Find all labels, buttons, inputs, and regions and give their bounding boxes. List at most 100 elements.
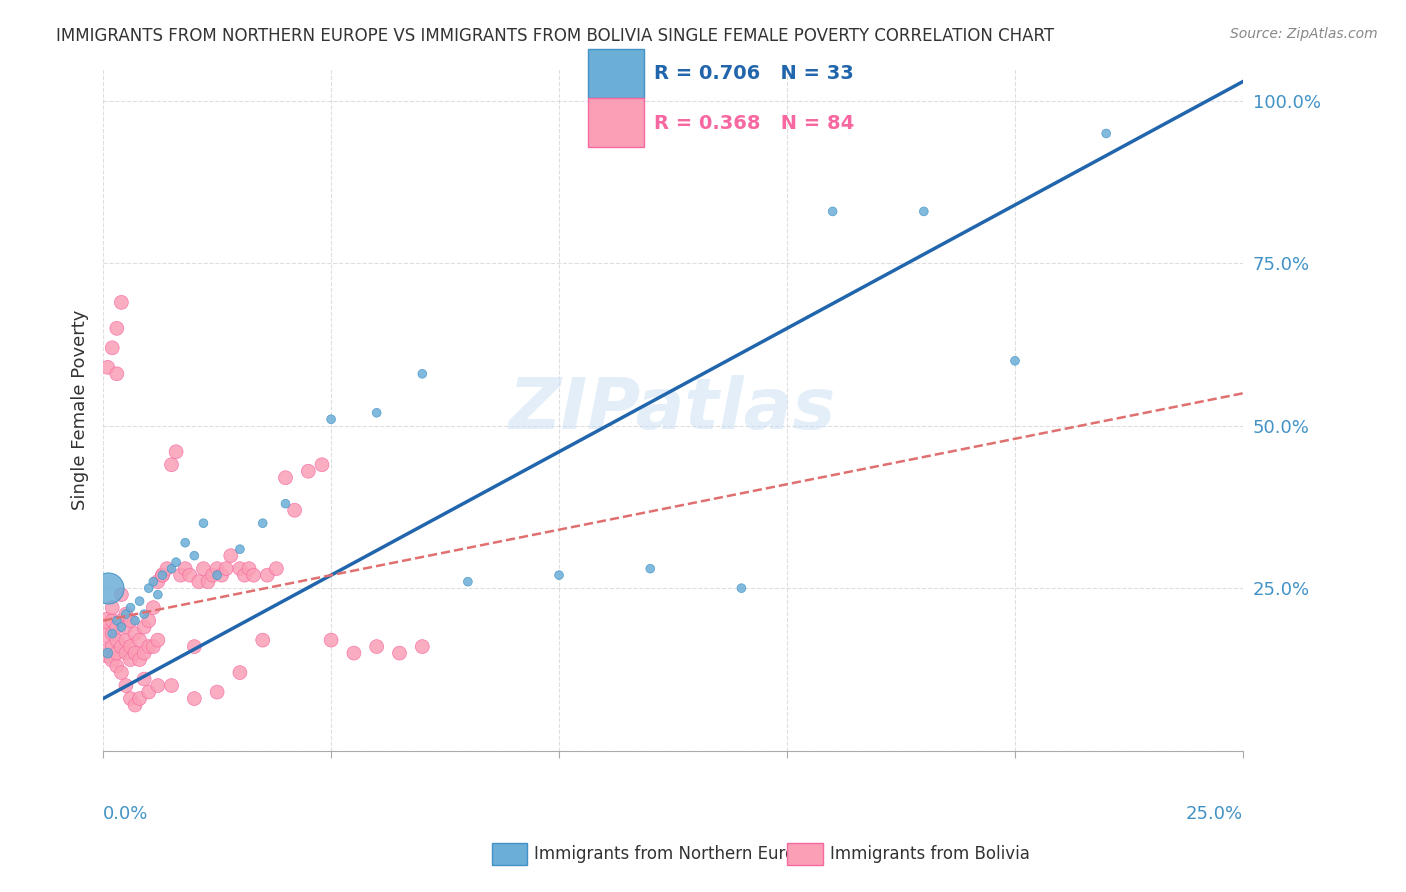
Point xyxy=(120,691,142,706)
Point xyxy=(165,555,187,569)
Point xyxy=(115,646,138,660)
Point xyxy=(730,581,752,595)
Point xyxy=(912,204,935,219)
Point xyxy=(187,574,209,589)
Point xyxy=(115,633,138,648)
Point xyxy=(101,614,124,628)
Point xyxy=(134,646,156,660)
Point xyxy=(266,562,288,576)
Point xyxy=(219,549,242,563)
Point xyxy=(343,646,366,660)
Point xyxy=(110,588,132,602)
Point xyxy=(1004,353,1026,368)
Point xyxy=(105,646,128,660)
Point xyxy=(411,640,433,654)
Point xyxy=(142,640,165,654)
Point xyxy=(120,614,142,628)
Point xyxy=(128,652,150,666)
Point xyxy=(211,568,233,582)
Point xyxy=(193,562,215,576)
Point xyxy=(205,562,228,576)
Point xyxy=(174,562,197,576)
Point xyxy=(124,626,146,640)
Point xyxy=(215,562,238,576)
Point xyxy=(274,471,297,485)
Point xyxy=(366,640,388,654)
Point xyxy=(548,568,571,582)
Text: R = 0.368   N = 84: R = 0.368 N = 84 xyxy=(654,113,853,133)
Point xyxy=(115,620,138,634)
Point xyxy=(105,367,128,381)
Point xyxy=(134,607,156,621)
Point xyxy=(105,633,128,648)
Text: Source: ZipAtlas.com: Source: ZipAtlas.com xyxy=(1230,27,1378,41)
Point xyxy=(233,568,256,582)
Point xyxy=(105,614,128,628)
Point xyxy=(183,549,205,563)
Point xyxy=(242,568,264,582)
Point xyxy=(183,691,205,706)
Point xyxy=(319,633,342,648)
Point xyxy=(160,458,183,472)
Point xyxy=(174,535,197,549)
Point xyxy=(97,626,120,640)
Point xyxy=(169,568,191,582)
Point xyxy=(101,600,124,615)
Point xyxy=(156,562,179,576)
Text: Immigrants from Northern Europe: Immigrants from Northern Europe xyxy=(534,845,815,863)
Point xyxy=(229,562,252,576)
Point xyxy=(138,685,160,699)
Point xyxy=(138,614,160,628)
Point xyxy=(1095,127,1118,141)
Point xyxy=(638,562,661,576)
Point xyxy=(229,665,252,680)
Text: ZIPatlas: ZIPatlas xyxy=(509,375,837,444)
Point xyxy=(252,516,274,531)
Point xyxy=(101,652,124,666)
Point xyxy=(115,607,138,621)
Point xyxy=(120,652,142,666)
Point xyxy=(205,568,228,582)
Point xyxy=(205,685,228,699)
Point xyxy=(146,633,169,648)
Point xyxy=(105,620,128,634)
Point xyxy=(146,574,169,589)
Point xyxy=(138,640,160,654)
Point xyxy=(152,568,174,582)
Point xyxy=(201,568,224,582)
Point xyxy=(160,562,183,576)
Point xyxy=(134,672,156,686)
Point xyxy=(142,600,165,615)
Point xyxy=(110,614,132,628)
Point xyxy=(160,679,183,693)
Point xyxy=(183,640,205,654)
Text: 0.0%: 0.0% xyxy=(103,805,149,823)
Point xyxy=(165,444,187,458)
Point xyxy=(120,640,142,654)
Point xyxy=(97,646,120,660)
Point xyxy=(110,295,132,310)
Point xyxy=(101,640,124,654)
Point xyxy=(146,679,169,693)
Point xyxy=(110,640,132,654)
Point xyxy=(457,574,479,589)
Point xyxy=(284,503,307,517)
Y-axis label: Single Female Poverty: Single Female Poverty xyxy=(72,310,89,509)
Point xyxy=(101,341,124,355)
Point xyxy=(134,620,156,634)
Text: R = 0.706   N = 33: R = 0.706 N = 33 xyxy=(654,63,853,83)
Point xyxy=(256,568,278,582)
Point xyxy=(105,659,128,673)
Point xyxy=(124,614,146,628)
Point xyxy=(128,691,150,706)
Point xyxy=(128,594,150,608)
Text: Immigrants from Bolivia: Immigrants from Bolivia xyxy=(830,845,1029,863)
Point xyxy=(274,497,297,511)
Point xyxy=(238,562,260,576)
Point xyxy=(142,574,165,589)
Point xyxy=(124,646,146,660)
Point xyxy=(97,360,120,375)
Point xyxy=(197,574,219,589)
Point xyxy=(97,581,120,595)
Point xyxy=(105,321,128,335)
